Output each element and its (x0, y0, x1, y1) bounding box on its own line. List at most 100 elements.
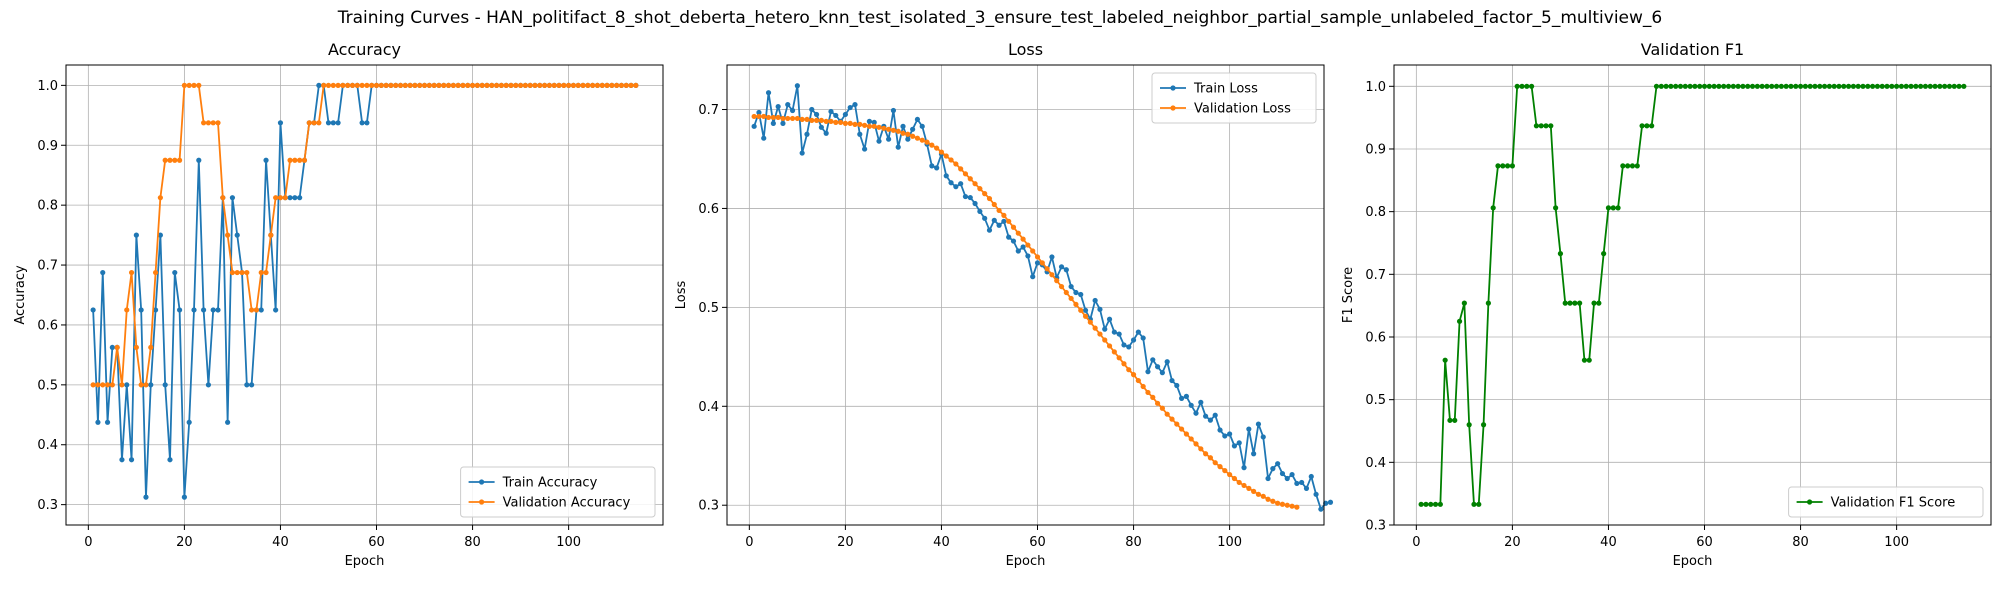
data-point (513, 82, 519, 88)
data-point (205, 120, 212, 126)
data-point (258, 307, 264, 313)
data-point (1174, 421, 1180, 427)
y-axis-label: Accuracy (13, 265, 28, 325)
data-point (359, 120, 365, 126)
y-tick-label: 0.6 (1365, 330, 1386, 345)
data-point (561, 82, 567, 88)
data-point (1227, 471, 1233, 478)
y-tick-label: 0.6 (698, 202, 719, 217)
data-point (1519, 83, 1525, 89)
data-point (1236, 479, 1242, 486)
data-point (1164, 411, 1170, 417)
series-line-2 (93, 84, 636, 386)
data-point (417, 82, 423, 88)
data-point (618, 82, 625, 88)
data-point (1442, 357, 1448, 363)
data-point (900, 123, 906, 129)
data-point (886, 136, 892, 142)
data-point (929, 163, 935, 169)
data-point (229, 195, 236, 201)
data-point (162, 157, 168, 163)
data-point (1284, 475, 1290, 482)
figure-suptitle: Training Curves - HAN_politifact_8_shot_… (337, 8, 1663, 28)
data-point (407, 82, 413, 88)
data-point (1227, 431, 1233, 437)
legend: Validation F1 Score (1788, 486, 1984, 518)
data-point (1241, 465, 1247, 471)
data-point (1874, 83, 1881, 89)
data-point (301, 157, 308, 163)
data-point (330, 120, 336, 126)
data-point (1251, 488, 1257, 494)
data-point (934, 165, 940, 171)
data-point (306, 120, 312, 126)
data-point (775, 103, 781, 110)
data-point (124, 382, 130, 388)
data-point (1476, 501, 1482, 507)
data-point (378, 82, 384, 88)
data-point (857, 131, 863, 137)
data-point (1217, 464, 1223, 470)
data-point (316, 82, 322, 88)
data-point (1006, 218, 1012, 224)
data-point (176, 307, 183, 313)
data-point (1207, 417, 1214, 423)
data-point (1111, 329, 1117, 335)
data-point (1629, 163, 1636, 169)
data-point (1668, 83, 1674, 89)
data-point (986, 195, 993, 202)
data-point (934, 145, 940, 151)
data-point (1769, 83, 1775, 89)
data-point (1001, 218, 1007, 224)
data-point (958, 181, 964, 187)
data-point (1097, 306, 1103, 312)
data-point (1692, 83, 1698, 89)
data-point (455, 82, 461, 88)
data-point (938, 149, 945, 155)
data-point (148, 382, 154, 388)
x-axis-label: Epoch (345, 554, 385, 569)
legend-box (1151, 72, 1317, 124)
data-point (1836, 83, 1842, 89)
data-point (1030, 274, 1036, 280)
data-point (1092, 325, 1098, 331)
data-point (876, 138, 882, 144)
data-point (493, 82, 500, 88)
x-tick-label: 80 (1125, 535, 1142, 550)
y-axis-label: Loss (674, 281, 689, 310)
data-point (948, 157, 954, 163)
data-point (1783, 83, 1789, 89)
data-point (958, 166, 964, 172)
y-tick-label: 0.5 (1365, 393, 1386, 408)
data-point (1605, 205, 1612, 211)
data-point (100, 382, 106, 388)
data-point (828, 118, 834, 124)
legend-marker (1170, 85, 1176, 91)
data-point (1548, 123, 1554, 129)
legend-marker (479, 499, 485, 505)
data-point (1860, 83, 1866, 89)
data-point (196, 157, 202, 163)
axes-frame (1393, 64, 1992, 526)
data-point (1025, 253, 1031, 259)
data-point (1601, 251, 1607, 257)
data-point (1956, 83, 1962, 89)
data-point (905, 136, 911, 142)
data-point (1188, 436, 1194, 442)
data-point (1653, 83, 1660, 89)
data-point (503, 82, 509, 88)
data-point (393, 82, 399, 88)
data-point (1773, 83, 1780, 89)
data-point (1452, 417, 1458, 423)
data-point (967, 194, 973, 201)
data-point (1145, 389, 1151, 396)
data-point (1212, 460, 1218, 466)
data-point (862, 122, 868, 128)
data-point (982, 191, 988, 197)
data-point (962, 171, 969, 177)
data-point (1279, 501, 1286, 507)
data-point (292, 195, 298, 201)
data-point (770, 120, 776, 126)
data-point (292, 157, 298, 163)
data-point (1903, 83, 1909, 89)
